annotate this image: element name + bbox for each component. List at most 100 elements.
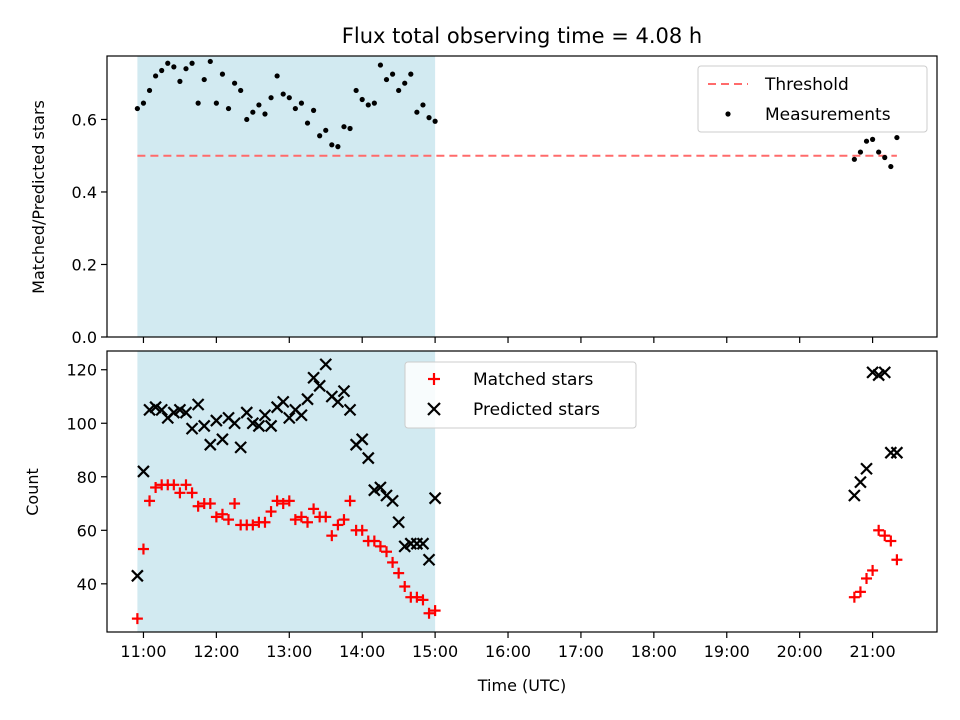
measurement-point bbox=[195, 100, 201, 106]
measurement-point bbox=[396, 87, 402, 94]
top-legend-box bbox=[697, 65, 928, 133]
predicted-star-point bbox=[191, 398, 205, 411]
matched-star-point bbox=[186, 487, 198, 499]
predicted-star-point bbox=[204, 438, 217, 451]
matched-star-point bbox=[344, 495, 356, 507]
x-axis-label: Time (UTC) bbox=[477, 676, 566, 695]
matched-star-point bbox=[381, 546, 393, 558]
matched-star-point bbox=[320, 511, 332, 523]
measurement-point bbox=[231, 80, 238, 86]
predicted-star-point bbox=[258, 408, 272, 422]
y-tick-label: 80 bbox=[77, 468, 97, 487]
predicted-star-point bbox=[307, 371, 320, 385]
measurement-point bbox=[298, 100, 305, 106]
matched-star-point bbox=[326, 530, 338, 542]
legend-threshold-label: Threshold bbox=[764, 75, 849, 95]
measurement-point bbox=[863, 138, 870, 144]
figure-title: Flux total observing time = 4.08 h bbox=[342, 24, 702, 48]
matched-star-point bbox=[174, 487, 186, 499]
matched-star-point bbox=[259, 516, 271, 528]
predicted-star-point bbox=[374, 481, 387, 494]
measurement-point bbox=[213, 100, 219, 106]
bottom-panel: 40 60 80 100 120 11:00 12:00 13:00 14:00 15:00 16… bbox=[23, 350, 938, 695]
measurement-point bbox=[153, 73, 159, 79]
bottom-axes-frame bbox=[106, 350, 938, 633]
measurement-point bbox=[165, 60, 171, 66]
predicted-star-point bbox=[860, 462, 873, 476]
predicted-star-point bbox=[197, 419, 211, 433]
matched-stars-points bbox=[131, 479, 903, 625]
predicted-star-point bbox=[131, 569, 144, 583]
measurement-point bbox=[280, 91, 286, 97]
top-legend: Threshold Measurements bbox=[697, 65, 928, 133]
matched-star-point bbox=[885, 535, 897, 547]
predicted-star-point bbox=[234, 441, 247, 454]
measurement-point bbox=[140, 100, 147, 106]
measurement-point bbox=[262, 111, 268, 117]
predicted-star-point bbox=[422, 553, 436, 567]
predicted-star-point bbox=[185, 422, 199, 435]
y-tick-label: 60 bbox=[77, 521, 97, 540]
y-tick-label: 0.4 bbox=[72, 183, 97, 202]
measurement-point bbox=[365, 102, 371, 108]
y-tick-label: 0.2 bbox=[72, 255, 97, 274]
x-tick-label: 21:00 bbox=[850, 642, 896, 661]
predicted-star-point bbox=[228, 416, 241, 430]
measurement-point bbox=[414, 109, 420, 115]
measurement-point bbox=[432, 118, 438, 124]
predicted-stars-points bbox=[131, 358, 904, 583]
matched-star-point bbox=[283, 495, 295, 507]
x-tick-label: 19:00 bbox=[704, 642, 750, 661]
measurement-point bbox=[183, 66, 189, 72]
predicted-star-point bbox=[210, 414, 223, 427]
predicted-star-point bbox=[216, 433, 229, 446]
measurement-point bbox=[219, 71, 226, 77]
matched-star-point bbox=[223, 514, 235, 526]
matched-star-point bbox=[302, 516, 314, 528]
bottom-y-ticks: 40 60 80 100 120 bbox=[66, 361, 107, 594]
measurement-point bbox=[420, 102, 426, 108]
bottom-y-axis-label: Count bbox=[23, 468, 42, 516]
measurement-point bbox=[274, 73, 280, 79]
matched-star-point bbox=[144, 495, 156, 507]
predicted-star-point bbox=[313, 379, 326, 393]
matched-star-point bbox=[247, 519, 259, 531]
measurement-point bbox=[171, 64, 177, 70]
matched-star-point bbox=[867, 564, 879, 576]
measurement-point bbox=[146, 87, 153, 94]
predicted-star-point bbox=[392, 515, 405, 529]
y-tick-label: 0.0 bbox=[72, 328, 97, 347]
measurement-point bbox=[189, 60, 195, 66]
predicted-star-point bbox=[361, 451, 375, 465]
measurement-point bbox=[888, 163, 894, 170]
top-x-ticks bbox=[142, 337, 874, 343]
legend-predicted-swatch bbox=[427, 402, 441, 416]
measurement-point bbox=[347, 125, 353, 132]
x-tick-label: 14:00 bbox=[339, 642, 385, 661]
measurement-point bbox=[304, 120, 311, 126]
predicted-star-point bbox=[137, 465, 150, 478]
measurement-point bbox=[323, 127, 329, 133]
matched-star-point bbox=[216, 508, 228, 520]
predicted-star-point bbox=[878, 366, 892, 379]
matched-star-point bbox=[848, 591, 860, 603]
measurement-point bbox=[383, 76, 390, 83]
top-shaded-span bbox=[137, 56, 436, 337]
x-tick-label: 12:00 bbox=[193, 642, 239, 661]
matched-star-point bbox=[338, 514, 350, 526]
matched-star-point bbox=[374, 540, 386, 552]
bottom-x-ticks: 11:00 12:00 13:00 14:00 15:00 16:00 17:00 18:00… bbox=[120, 632, 896, 661]
matched-star-point bbox=[854, 586, 866, 598]
measurement-point bbox=[201, 76, 207, 83]
x-tick-label: 17:00 bbox=[558, 642, 604, 661]
x-tick-label: 11:00 bbox=[120, 642, 166, 661]
matched-star-point bbox=[411, 591, 423, 603]
measurement-point bbox=[371, 100, 377, 106]
predicted-star-point bbox=[179, 406, 193, 419]
measurement-point bbox=[359, 96, 365, 103]
legend-predicted-label: Predicted stars bbox=[473, 400, 600, 420]
predicted-star-point bbox=[301, 392, 314, 406]
x-tick-label: 13:00 bbox=[266, 642, 312, 661]
predicted-star-point bbox=[319, 358, 333, 371]
measurement-point bbox=[353, 87, 359, 94]
